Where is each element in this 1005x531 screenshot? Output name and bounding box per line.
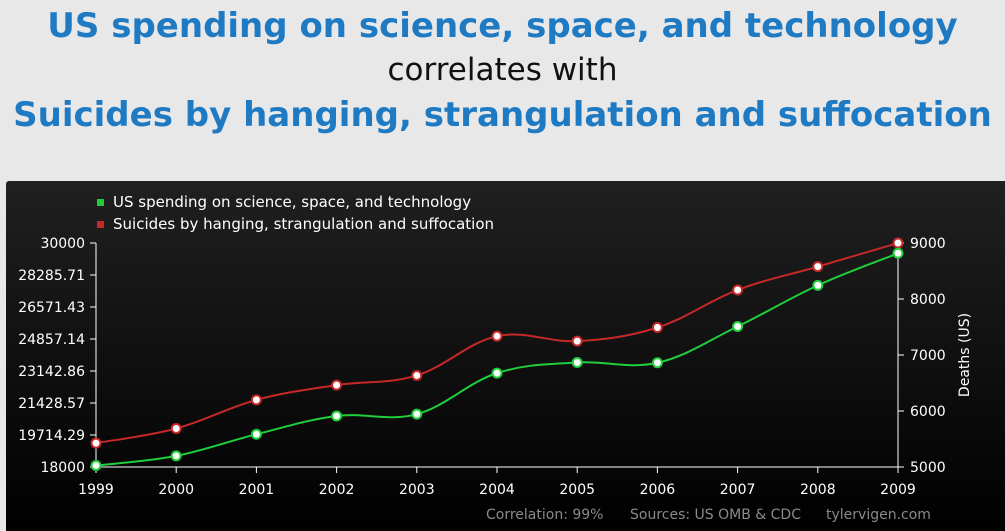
x-axis-tick-label: 2004 [479, 482, 515, 498]
correlation-label: Correlation: 99% [486, 507, 603, 523]
right-axis-tick-label: 8000 [910, 292, 946, 308]
left-axis-tick-label: 19714.29 [18, 428, 85, 444]
suicides-data-point [732, 284, 744, 296]
x-axis-tick-label: 1999 [78, 482, 114, 498]
spending-data-point [90, 460, 102, 472]
x-axis-tick-label: 2002 [319, 482, 355, 498]
x-axis-tick-label: 2007 [720, 482, 756, 498]
right-axis-label: Deaths (US) [957, 313, 973, 397]
suicides-data-point [892, 237, 904, 249]
spending-data-point [250, 428, 262, 440]
left-axis-tick-label: 30000 [40, 236, 85, 252]
suicides-data-point [571, 335, 583, 347]
x-axis-tick-label: 2005 [559, 482, 595, 498]
x-axis-tick-label: 2009 [880, 482, 916, 498]
spending-data-point [651, 357, 663, 369]
left-axis-tick-label: 26571.43 [18, 300, 85, 316]
legend-swatch [97, 221, 104, 228]
right-axis-tick-label: 6000 [910, 404, 946, 420]
suicides-data-point [331, 379, 343, 391]
spending-data-point [892, 247, 904, 259]
x-axis-tick-label: 2008 [800, 482, 836, 498]
spending-data-point [732, 321, 744, 333]
legend-label: Suicides by hanging, strangulation and s… [113, 215, 494, 233]
suicides-data-point [812, 261, 824, 273]
title-line-2: correlates with [387, 52, 618, 88]
spending-data-point [571, 357, 583, 369]
title-line-1: US spending on science, space, and techn… [47, 6, 958, 46]
right-axis-tick-label: 5000 [910, 460, 946, 476]
site-label: tylervigen.com [826, 507, 931, 523]
sources-label: Sources: US OMB & CDC [630, 507, 801, 523]
chart-panel [6, 181, 1005, 531]
right-axis-tick-label: 7000 [910, 348, 946, 364]
left-axis-tick-label: 21428.57 [18, 396, 85, 412]
right-axis-tick-label: 9000 [910, 236, 946, 252]
spending-data-point [812, 279, 824, 291]
suicides-data-point [170, 422, 182, 434]
spending-data-point [491, 367, 503, 379]
spending-data-point [331, 410, 343, 422]
x-axis-tick-label: 2001 [239, 482, 275, 498]
suicides-series-line [95, 242, 899, 445]
spending-data-point [170, 450, 182, 462]
suicides-data-point [411, 369, 423, 381]
left-axis-tick-label: 18000 [40, 460, 85, 476]
spending-series-line [95, 252, 899, 467]
legend-label: US spending on science, space, and techn… [113, 193, 471, 211]
suicides-data-point [250, 394, 262, 406]
left-axis-tick-label: 24857.14 [18, 332, 85, 348]
left-axis-tick-label: 23142.86 [18, 364, 85, 380]
suicides-data-point [651, 322, 663, 334]
left-axis-tick-label: 28285.71 [18, 268, 85, 284]
suicides-data-point [90, 437, 102, 449]
spending-data-point [411, 408, 423, 420]
x-axis-tick-label: 2000 [158, 482, 194, 498]
suicides-data-point [491, 330, 503, 342]
title-line-3: Suicides by hanging, strangulation and s… [13, 95, 992, 135]
x-axis-tick-label: 2003 [399, 482, 435, 498]
x-axis-tick-label: 2006 [640, 482, 676, 498]
legend-swatch [97, 199, 104, 206]
